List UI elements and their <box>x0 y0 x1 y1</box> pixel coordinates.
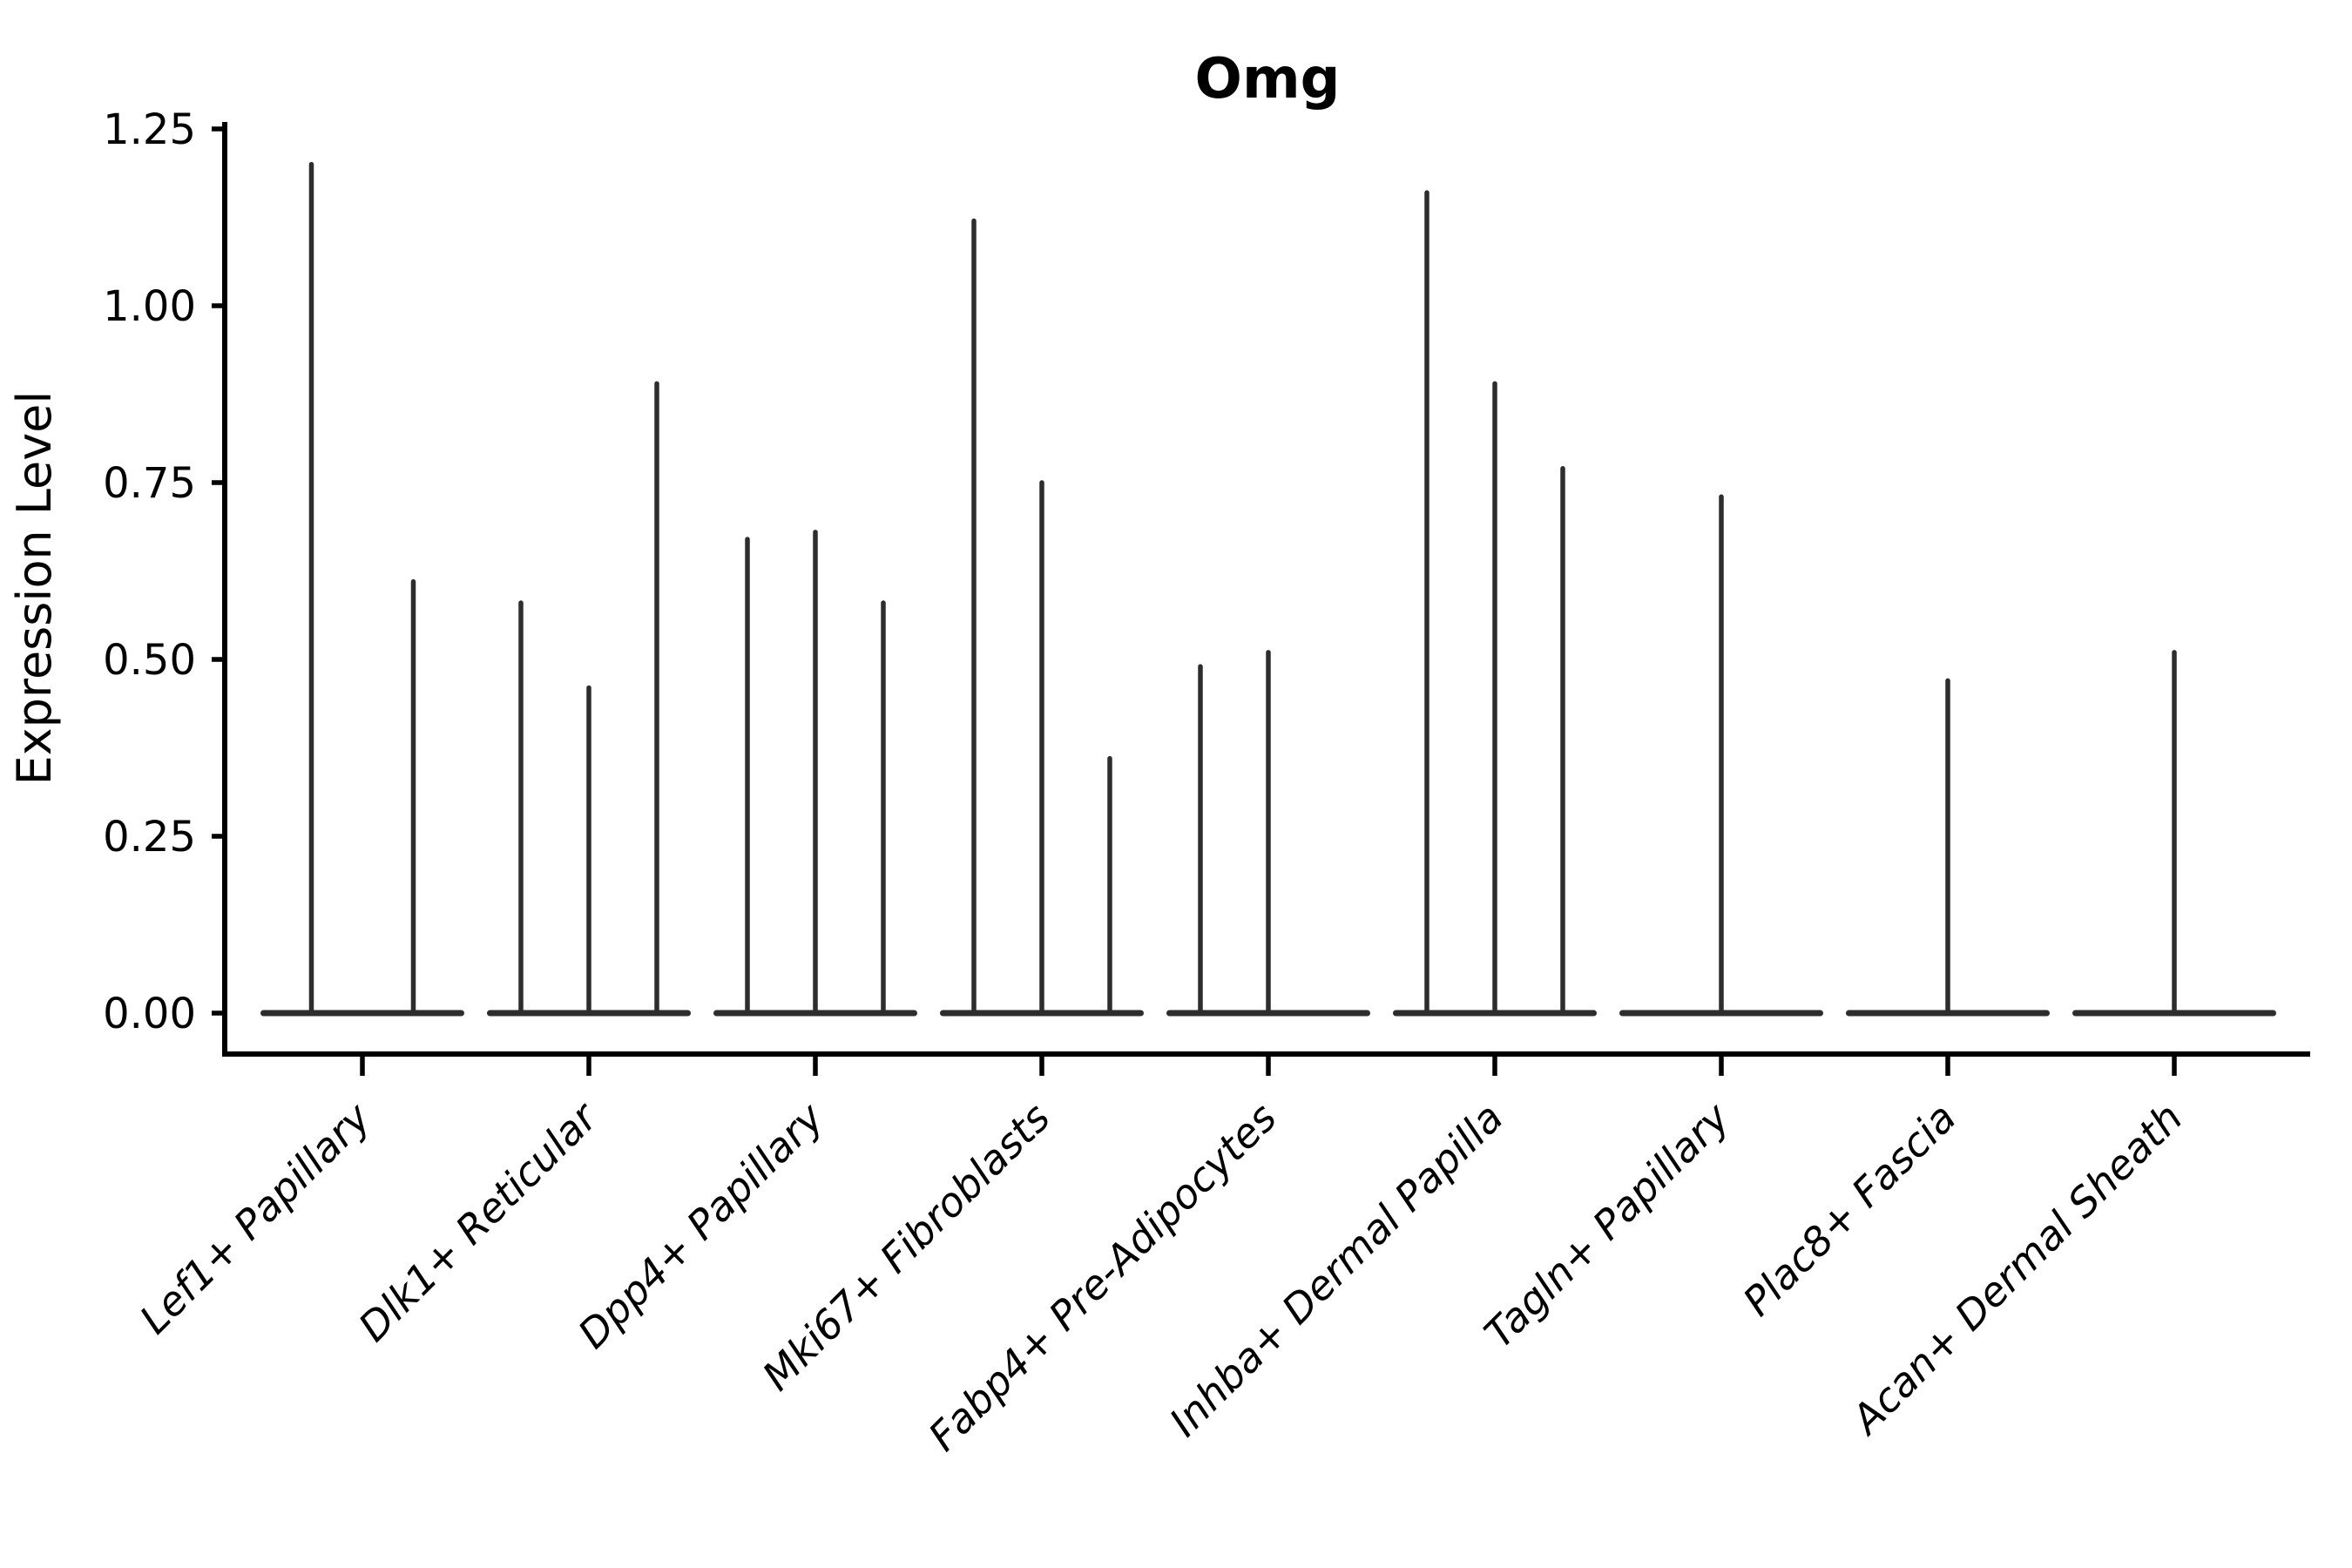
violin-group <box>940 218 1144 1017</box>
violin-group <box>713 530 917 1017</box>
x-tick-label: Plac8+ Fascia <box>1734 1094 1964 1325</box>
y-tick-label: 1.25 <box>103 105 196 154</box>
violin-group <box>1846 678 2050 1017</box>
violin-group <box>1166 650 1370 1017</box>
violin-baseline <box>260 1010 464 1017</box>
violin-group <box>1619 494 1823 1017</box>
x-tick-label: Dpp4+ Papillary <box>569 1093 833 1357</box>
y-tick-label: 1.00 <box>103 282 196 331</box>
y-tick-label: 0.25 <box>103 813 196 862</box>
y-tick-label: 0.75 <box>103 459 196 508</box>
x-tick-label: Tagln+ Papillary <box>1475 1093 1739 1357</box>
y-axis-label: Expression Level <box>7 391 62 786</box>
y-tick-label: 0.00 <box>103 990 196 1038</box>
chart-title: Omg <box>1195 47 1341 112</box>
violin-group <box>2072 650 2276 1017</box>
violin-group-container <box>260 161 2276 1017</box>
y-tick-label: 0.50 <box>103 636 196 685</box>
x-tick-label: Dlk1+ Reticular <box>349 1092 608 1350</box>
violin-group <box>1393 190 1597 1017</box>
violin-group <box>487 381 691 1017</box>
violin-group <box>260 161 464 1017</box>
x-tick-label: Lef1+ Papillary <box>131 1093 380 1342</box>
